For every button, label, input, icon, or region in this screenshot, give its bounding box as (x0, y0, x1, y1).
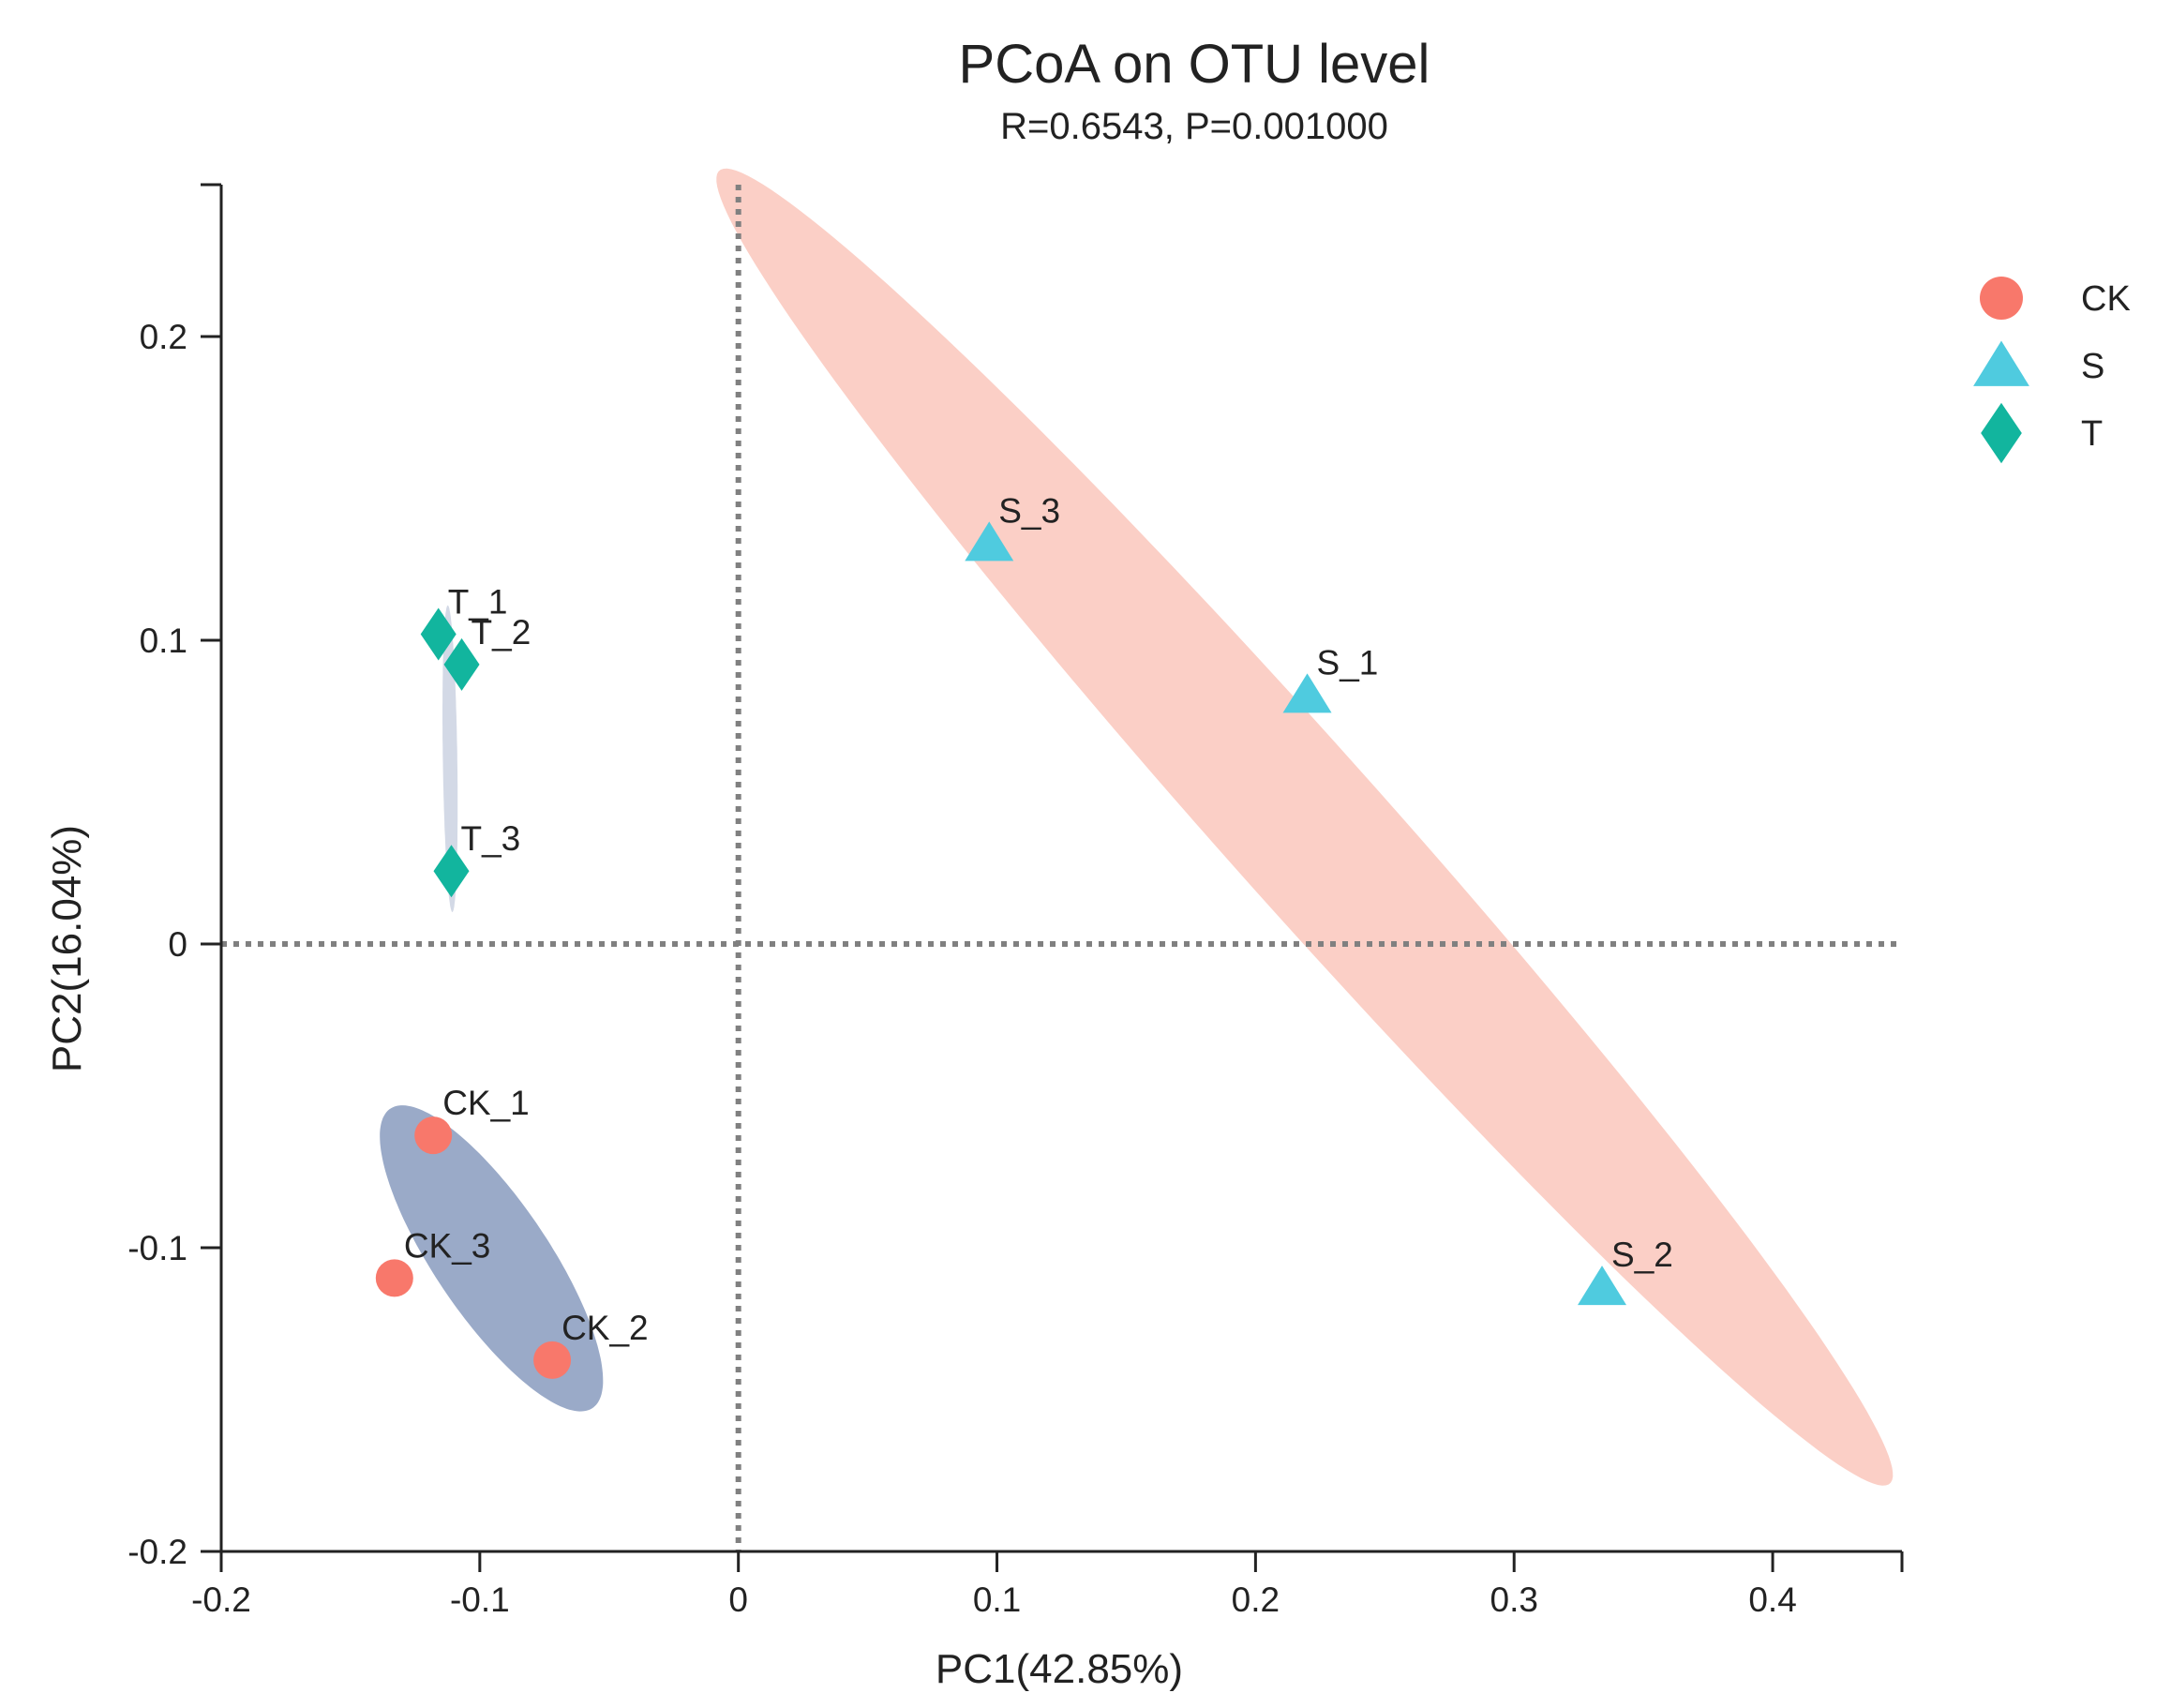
point-t-3 (433, 845, 470, 898)
x-tick-label: 0.4 (1748, 1581, 1796, 1619)
point-ck-3 (375, 1259, 413, 1297)
point-label-s-1: S_1 (1317, 643, 1379, 682)
x-tick-label: 0.2 (1232, 1581, 1280, 1619)
point-s-2 (1578, 1266, 1627, 1306)
confidence-ellipses (380, 168, 1894, 1486)
point-s-3 (965, 521, 1014, 562)
point-label-ck-2: CK_2 (561, 1309, 649, 1347)
point-label-ck-1: CK_1 (442, 1084, 530, 1122)
point-label-t-1: T_1 (448, 583, 508, 622)
legend: CK ST (1973, 277, 2131, 464)
axes: -0.2 -0.1 0 0.1 0.2 -0.2 -0.1 0 0.1 0.2 0.3 0.4 (127, 183, 1904, 1619)
point-label-t-3: T_3 (461, 819, 521, 858)
chart-subtitle: R=0.6543, P=0.001000 (1000, 106, 1388, 147)
reference-lines (221, 185, 1902, 1551)
point-ck-2 (533, 1341, 572, 1379)
point-label-t-2: T_2 (472, 613, 532, 652)
point-labels: CK_1 CK_2 CK_3 S_1 S_2 S_3 T_1T_2 T_3 (404, 491, 1673, 1347)
y-axis-label: PC2(16.04%) (44, 825, 90, 1072)
legend-label-s: S (2081, 347, 2104, 386)
point-label-s-3: S_3 (998, 491, 1060, 530)
legend-label-ck: CK (2081, 279, 2131, 319)
point-s-1 (1282, 673, 1332, 713)
y-tick-label: -0.2 (127, 1533, 187, 1571)
x-tick-label: 0.1 (973, 1581, 1021, 1619)
point-label-ck-3: CK_3 (404, 1226, 491, 1265)
ellipse-t (442, 605, 458, 912)
legend-label-t: T (2081, 414, 2103, 454)
y-tick-label: 0 (168, 925, 187, 964)
y-tick-label: 0.2 (140, 318, 187, 356)
ellipse-s (716, 168, 1894, 1486)
legend-marker-t (1981, 402, 2022, 464)
y-tick-label: -0.1 (127, 1229, 187, 1267)
x-axis-label: PC1(42.85%) (936, 1646, 1183, 1692)
legend-marker-s (1973, 340, 2029, 386)
point-t-2 (443, 637, 480, 691)
x-tick-label: 0 (728, 1581, 748, 1619)
point-ck-1 (414, 1116, 453, 1155)
ellipse-ck (380, 1105, 604, 1412)
legend-marker-ck (1980, 277, 2023, 320)
data-points (375, 521, 1627, 1379)
x-tick-label: -0.1 (450, 1581, 510, 1619)
x-tick-label: -0.2 (191, 1581, 251, 1619)
point-label-s-2: S_2 (1611, 1236, 1673, 1274)
x-tick-label: 0.3 (1490, 1581, 1538, 1619)
chart-title: PCoA on OTU level (959, 34, 1430, 95)
y-tick-label: 0.1 (140, 622, 187, 660)
point-t-1 (420, 607, 457, 661)
